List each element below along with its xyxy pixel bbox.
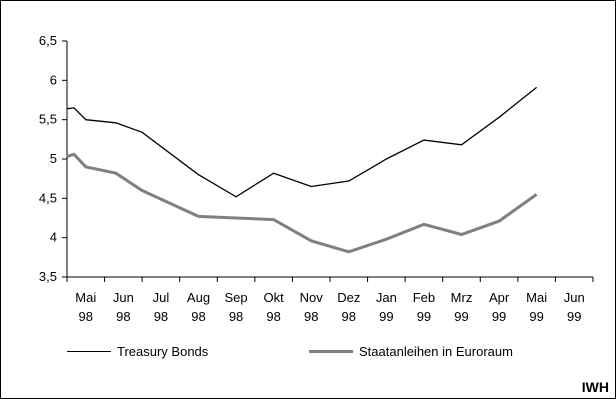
x-tick-label-month: Jun xyxy=(113,290,134,305)
x-tick-label-year: 98 xyxy=(191,309,205,324)
x-tick-label-month: Apr xyxy=(489,290,510,305)
x-tick-label-year: 98 xyxy=(154,309,168,324)
y-tick-label: 6 xyxy=(50,72,57,87)
x-tick-label-month: Mai xyxy=(526,290,547,305)
x-tick-label-year: 98 xyxy=(342,309,356,324)
y-tick-label: 6,5 xyxy=(39,33,57,48)
y-tick-label: 4 xyxy=(50,230,57,245)
x-tick-label-month: Jul xyxy=(153,290,170,305)
series-line-treasury-bonds xyxy=(66,86,538,198)
x-tick-label-month: Mrz xyxy=(451,290,473,305)
legend-swatch-treasury-bonds xyxy=(67,350,111,352)
series-line-staatanleihen xyxy=(66,152,538,254)
x-tick-label-year: 99 xyxy=(492,309,506,324)
x-tick-label-year: 98 xyxy=(116,309,130,324)
x-tick-label-year: 98 xyxy=(79,309,93,324)
x-tick-label-month: Nov xyxy=(300,290,324,305)
legend-item-staatanleihen: Staatanleihen in Euroraum xyxy=(309,341,513,361)
x-tick-label-year: 99 xyxy=(529,309,543,324)
x-tick-label-month: Jun xyxy=(564,290,585,305)
legend-label-treasury-bonds: Treasury Bonds xyxy=(117,343,209,359)
x-tick-label-year: 98 xyxy=(229,309,243,324)
x-tick-label-year: 98 xyxy=(266,309,280,324)
x-tick-label-year: 99 xyxy=(417,309,431,324)
x-tick-label-month: Feb xyxy=(413,290,435,305)
x-tick-label-month: Jan xyxy=(376,290,397,305)
y-tick-label: 5,5 xyxy=(39,112,57,127)
x-tick-label-month: Dez xyxy=(337,290,360,305)
x-tick-label-year: 99 xyxy=(454,309,468,324)
y-tick-label: 4,5 xyxy=(39,190,57,205)
legend-label-staatanleihen: Staatanleihen in Euroraum xyxy=(359,343,513,359)
x-tick-label-month: Aug xyxy=(187,290,210,305)
legend-item-treasury-bonds: Treasury Bonds xyxy=(67,341,208,361)
x-tick-label-year: 99 xyxy=(379,309,393,324)
x-tick-label-year: 98 xyxy=(304,309,318,324)
legend-swatch-staatanleihen xyxy=(309,349,353,353)
source-label: IWH xyxy=(581,379,609,395)
x-tick-label-year: 99 xyxy=(567,309,581,324)
x-tick-label-month: Mai xyxy=(75,290,96,305)
y-tick-label: 3,5 xyxy=(39,269,57,284)
y-tick-label: 5 xyxy=(50,151,57,166)
x-tick-label-month: Sep xyxy=(225,290,248,305)
x-tick-label-month: Okt xyxy=(264,290,285,305)
